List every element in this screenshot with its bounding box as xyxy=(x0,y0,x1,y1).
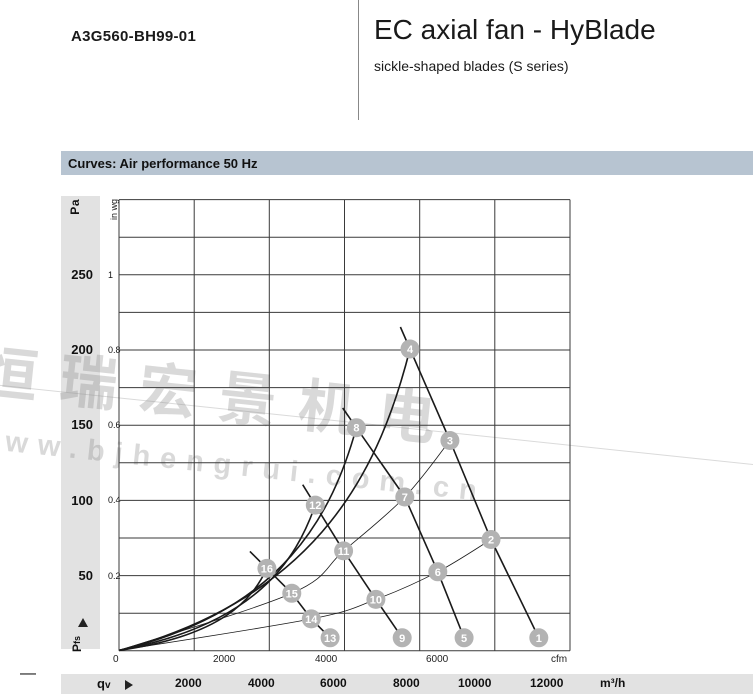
svg-text:5: 5 xyxy=(461,633,467,645)
svg-text:6: 6 xyxy=(435,567,441,579)
svg-text:7: 7 xyxy=(402,492,408,504)
svg-text:4: 4 xyxy=(407,344,414,356)
svg-text:14: 14 xyxy=(305,614,318,626)
svg-text:16: 16 xyxy=(261,563,273,575)
svg-text:10: 10 xyxy=(370,594,382,606)
svg-text:3: 3 xyxy=(447,436,453,448)
svg-text:11: 11 xyxy=(338,546,350,558)
svg-text:15: 15 xyxy=(286,588,298,600)
svg-text:12: 12 xyxy=(309,500,321,512)
svg-text:2: 2 xyxy=(488,535,494,547)
svg-text:8: 8 xyxy=(353,423,359,435)
svg-text:13: 13 xyxy=(324,633,336,645)
svg-text:1: 1 xyxy=(536,633,542,645)
svg-text:9: 9 xyxy=(399,633,405,645)
